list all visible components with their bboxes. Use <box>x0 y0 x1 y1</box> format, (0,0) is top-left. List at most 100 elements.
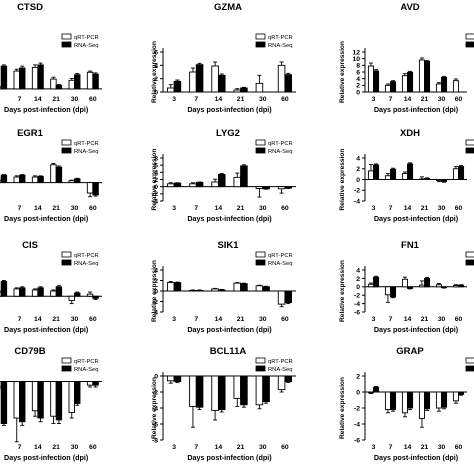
bar-rna-seq <box>195 64 204 93</box>
y-axis-label: Relative expression <box>339 260 346 322</box>
bar-rna-seq <box>173 375 182 383</box>
legend-swatch-qrt-pcr <box>255 357 266 364</box>
x-tick-label: 3 <box>372 316 376 323</box>
y-axis-label: Relative expression <box>339 41 346 103</box>
y-tick-label: 4 <box>356 267 360 274</box>
bar-qrt-pcr <box>50 290 57 297</box>
legend-label-qrt-pcr: qRT-PCR <box>74 35 99 41</box>
bar-rna-seq <box>284 74 293 93</box>
bar-qrt-pcr <box>31 289 39 297</box>
bar-rna-seq <box>55 84 63 90</box>
bar-qrt-pcr <box>367 170 374 180</box>
bar-qrt-pcr <box>418 284 425 288</box>
bar-rna-seq <box>458 391 465 395</box>
x-tick-label: 7 <box>194 205 198 212</box>
bar-rna-seq <box>390 81 397 93</box>
bar-rna-seq <box>0 174 8 184</box>
y-tick-label: 6 <box>154 163 158 170</box>
y-tick-label: 0 <box>356 284 360 291</box>
x-axis-label: Days post-infection (dpi) <box>374 214 459 223</box>
bar-rna-seq <box>424 277 431 288</box>
x-tick-label: 21 <box>52 205 60 212</box>
bar-qrt-pcr <box>166 282 175 292</box>
bar-rna-seq <box>55 381 63 421</box>
bar-rna-seq <box>240 375 248 406</box>
x-tick-label: 21 <box>52 444 60 451</box>
x-tick-label: 7 <box>194 96 198 103</box>
y-tick-label: -2 <box>354 405 360 412</box>
y-tick-label: -4 <box>152 309 158 316</box>
x-tick-label: 60 <box>89 316 97 323</box>
bar-qrt-pcr <box>277 64 286 93</box>
bar-qrt-pcr <box>166 183 175 188</box>
x-tick-label: 60 <box>455 205 463 212</box>
panel-title: LYG2 <box>216 128 240 139</box>
bar-qrt-pcr <box>418 178 425 180</box>
legend-swatch-rna-seq <box>61 147 72 154</box>
x-tick-label: 3 <box>372 205 376 212</box>
panel-title: XDH <box>400 128 420 139</box>
bar-rna-seq <box>407 286 414 289</box>
x-tick-label: 14 <box>215 96 223 103</box>
bar-qrt-pcr <box>211 65 219 93</box>
y-tick-label: 2 <box>154 76 158 83</box>
bar-rna-seq <box>19 381 26 423</box>
bar-rna-seq <box>92 73 99 90</box>
bar-qrt-pcr <box>211 288 219 292</box>
y-tick-label: 10 <box>352 56 360 63</box>
y-axis-label: Relative expression <box>151 149 158 211</box>
y-tick-label: -4 <box>152 405 158 412</box>
bar-rna-seq <box>92 182 99 196</box>
y-tick-label: 2 <box>154 177 158 184</box>
legend-label-rna-seq: RNA-Seq <box>74 149 98 155</box>
panel-title: GZMA <box>214 2 242 13</box>
bar-qrt-pcr <box>211 375 219 411</box>
y-tick-label: 0 <box>356 89 360 96</box>
x-tick-label: 7 <box>389 316 393 323</box>
legend-swatch-rna-seq <box>255 365 266 372</box>
bar-qrt-pcr <box>452 285 459 288</box>
bar-qrt-pcr <box>189 183 197 188</box>
y-tick-label: -4 <box>152 198 158 205</box>
x-tick-label: 30 <box>438 316 446 323</box>
bar-qrt-pcr <box>401 391 408 414</box>
x-tick-label: 14 <box>404 444 412 451</box>
bar-qrt-pcr <box>233 176 242 188</box>
y-tick-label: 4 <box>356 155 360 162</box>
bar-qrt-pcr <box>68 180 75 184</box>
y-tick-label: 2 <box>356 373 360 380</box>
x-tick-label: 30 <box>71 316 79 323</box>
y-tick-label: -2 <box>354 293 360 300</box>
x-tick-label: 14 <box>34 96 42 103</box>
x-tick-label: 30 <box>71 96 79 103</box>
x-axis-label: Days post-infection (dpi) <box>187 325 272 334</box>
bar-rna-seq <box>262 286 270 292</box>
y-tick-label: 0 <box>356 177 360 184</box>
bar-rna-seq <box>407 71 414 93</box>
bar-qrt-pcr <box>189 71 197 93</box>
x-tick-label: 14 <box>404 205 412 212</box>
bar-rna-seq <box>424 177 431 180</box>
bar-qrt-pcr <box>13 381 20 419</box>
bar-rna-seq <box>0 65 8 90</box>
bar-rna-seq <box>390 286 397 298</box>
bar-qrt-pcr <box>233 282 242 292</box>
x-tick-label: 3 <box>172 316 176 323</box>
y-tick-label: 4 <box>356 76 360 83</box>
x-tick-label: 3 <box>172 444 176 451</box>
legend-label-rna-seq: RNA-Seq <box>268 261 292 267</box>
legend-swatch-rna-seq <box>465 41 474 48</box>
bar-qrt-pcr <box>255 186 264 189</box>
legend-swatch-qrt-pcr <box>465 33 474 40</box>
panel-grap: GRAP -6 -4 -2 0 2 Relative expression 3 7 14 21 30 6… <box>339 346 474 462</box>
y-tick-label: 4 <box>154 170 158 177</box>
legend-swatch-rna-seq <box>255 259 266 266</box>
bar-qrt-pcr <box>401 173 408 180</box>
bar-rna-seq <box>37 64 44 90</box>
bar-qrt-pcr <box>13 176 20 184</box>
bar-rna-seq <box>441 286 448 289</box>
x-tick-label: 60 <box>281 444 289 451</box>
